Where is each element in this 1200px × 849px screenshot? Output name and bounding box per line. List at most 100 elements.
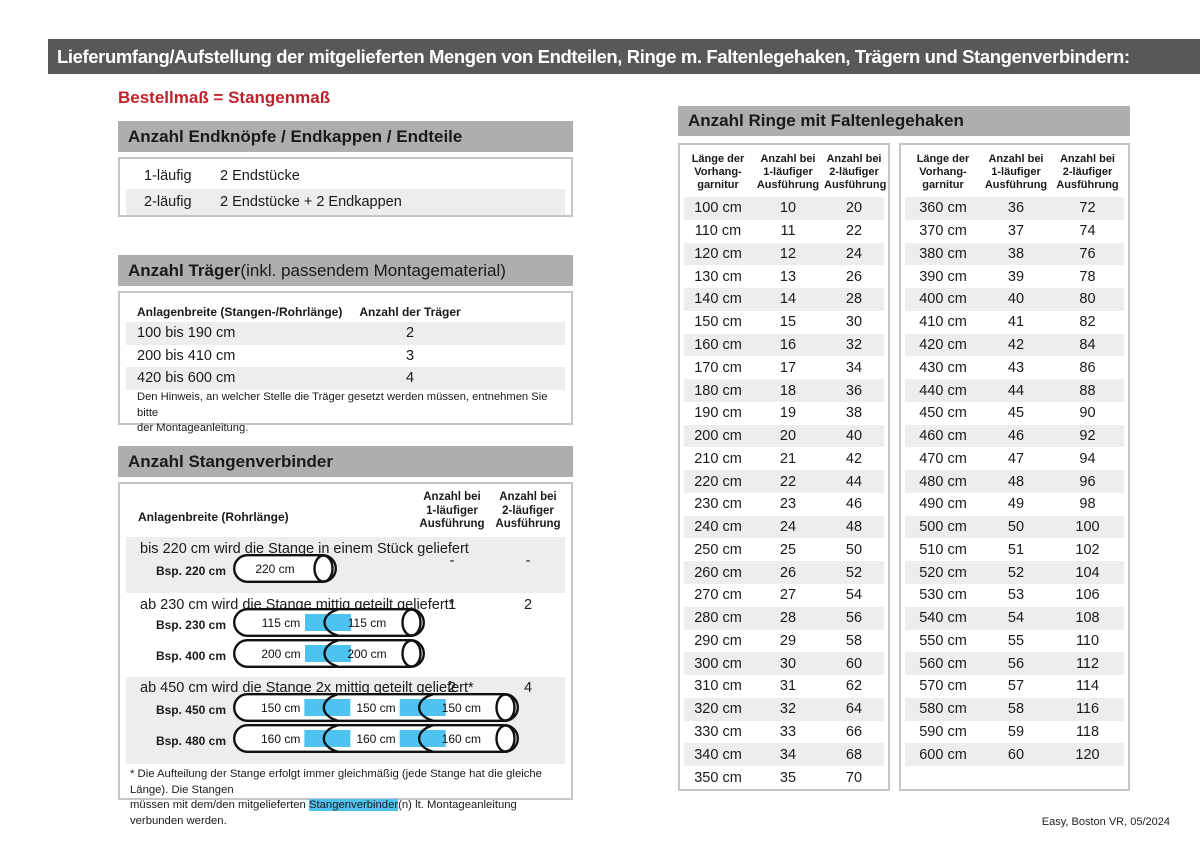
table-row: 510 cm 51 102: [905, 538, 1124, 561]
count-2l: 26: [845, 268, 863, 285]
table-row: 140 cm 14 28: [684, 288, 884, 311]
count-2l: 88: [1079, 382, 1096, 399]
table-row: 420 bis 600 cm 4: [126, 367, 565, 390]
length-value: 340 cm: [694, 746, 742, 763]
table-row: 460 cm 46 92: [905, 424, 1124, 448]
end-cap-icon: [313, 553, 334, 583]
count-2l: 80: [1079, 291, 1096, 308]
count-2l: 120: [1075, 746, 1100, 763]
count-1l: 22: [779, 473, 797, 490]
count-1l: 34: [779, 746, 797, 763]
rod-example-label: Bsp. 220 cm: [155, 563, 226, 578]
count-2l: 52: [845, 564, 863, 581]
table-row: 200 bis 410 cm 3: [126, 345, 565, 368]
table-row: 440 cm 44 88: [905, 379, 1124, 402]
svg-text:200 cm: 200 cm: [347, 647, 386, 661]
table-row: 220 cm 22 44: [684, 470, 884, 493]
rod-diagram-holder: 200 cm 200 cm: [233, 638, 426, 673]
count-1l: 15: [779, 314, 797, 331]
count-2l: 66: [845, 723, 863, 740]
table-row: 430 cm 43 86: [905, 356, 1124, 379]
count-2l: 40: [845, 428, 863, 445]
length-value: 320 cm: [694, 701, 742, 718]
length-value: 570 cm: [919, 678, 967, 695]
length-value: 300 cm: [694, 655, 742, 672]
length-value: 360 cm: [919, 200, 967, 217]
table-row: 520 cm 52 104: [905, 561, 1124, 585]
length-value: 350 cm: [694, 769, 742, 786]
length-value: 550 cm: [919, 632, 967, 649]
length-value: 150 cm: [694, 314, 742, 331]
table-row: 590 cm 59 118: [905, 721, 1124, 744]
verbinder-row-2: ab 230 cm wird die Stange mittig geteilt…: [126, 595, 565, 674]
verbinder-row-1-value-1l: -: [449, 553, 455, 569]
length-value: 170 cm: [694, 359, 742, 376]
page-title: Lieferumfang/Aufstellung der mitgeliefer…: [57, 45, 1130, 67]
section-title-traeger-suffix: (inkl. passendem Montagematerial): [240, 260, 506, 280]
length-value: 460 cm: [919, 428, 967, 445]
count-2l: 34: [845, 359, 863, 376]
length-value: 480 cm: [919, 473, 967, 490]
rod-examples: Bsp. 230 cm 115 cm 115 cm Bsp. 400 cm 200 cm…: [140, 607, 426, 673]
count-1l: 19: [779, 405, 797, 422]
count-2l: 22: [845, 223, 863, 240]
verbinder-row-2-value-2l: 2: [523, 597, 533, 613]
verbinder-row-3-value-1l: 2: [447, 680, 457, 696]
rod-example-label: Bsp. 480 cm: [155, 733, 226, 748]
table-row: 580 cm 58 116: [905, 697, 1124, 721]
ring-table-header: Länge der Vorhang- garnitur Anzahl bei 1-…: [684, 153, 887, 192]
count-1l: 27: [779, 587, 797, 604]
length-value: 190 cm: [694, 405, 742, 422]
svg-text:115 cm: 115 cm: [348, 616, 386, 630]
rod-diagram-holder: 160 cm 160 cm 160 cm: [233, 723, 520, 758]
rod-diagram: 150 cm 150 cm 150 cm: [233, 692, 520, 722]
table-row: 340 cm 34 68: [684, 743, 884, 767]
count-1l: 58: [1007, 701, 1025, 718]
count-1l: 40: [1007, 291, 1025, 308]
traeger-note: Den Hinweis, an welcher Stelle die Träge…: [137, 391, 548, 434]
table-row: 350 cm 35 70: [684, 766, 884, 789]
count-1l: 53: [1007, 587, 1025, 604]
table-row: 330 cm 33 66: [684, 721, 884, 744]
count-1l: 43: [1007, 359, 1025, 376]
end-cap-icon: [495, 723, 516, 753]
end-cap-icon: [401, 607, 422, 637]
table-row: 280 cm 28 56: [684, 606, 884, 630]
length-value: 220 cm: [694, 473, 742, 490]
table-row: 380 cm 38 76: [905, 242, 1124, 266]
count-2l: 112: [1075, 655, 1100, 672]
length-value: 580 cm: [919, 701, 967, 718]
count-2l: 86: [1079, 359, 1096, 376]
footnote-part-1: * Die Aufteilung der Stange erfolgt imme…: [130, 768, 542, 811]
length-value: 120 cm: [694, 245, 742, 262]
count-2l: 30: [845, 314, 863, 331]
count-1l: 59: [1007, 723, 1025, 740]
length-value: 420 cm: [919, 336, 967, 353]
count-1l: 29: [779, 632, 797, 649]
rod-example: Bsp. 230 cm 115 cm 115 cm: [140, 607, 426, 639]
count-2l: 92: [1079, 428, 1096, 445]
table-row: 490 cm 49 98: [905, 493, 1124, 516]
row-value: 3: [405, 347, 415, 364]
count-2l: 46: [845, 496, 863, 513]
count-2l: 96: [1079, 473, 1096, 490]
count-2l: 24: [845, 245, 863, 262]
traeger-table: Anlagenbreite (Stangen-/Rohrlänge) Anzah…: [118, 291, 573, 434]
count-1l: 44: [1007, 382, 1025, 399]
count-1l: 55: [1007, 632, 1025, 649]
length-value: 140 cm: [694, 291, 742, 308]
length-value: 400 cm: [919, 291, 967, 308]
table-row: 540 cm 54 108: [905, 606, 1124, 630]
count-1l: 14: [779, 291, 797, 308]
footnote-part-2: (n) lt. Montageanleitung verbunden werde…: [130, 799, 517, 827]
verbinder-row-3-text: ab 450 cm wird die Stange 2x mittig gete…: [140, 680, 474, 696]
length-value: 330 cm: [694, 723, 742, 740]
count-1l: 38: [1007, 245, 1025, 262]
table-row: 480 cm 48 96: [905, 470, 1124, 493]
count-2l: 56: [845, 610, 863, 627]
table-row: 270 cm 27 54: [684, 584, 884, 607]
row-value: 2 Endstücke + 2 Endkappen: [220, 194, 402, 210]
connector-icon: [304, 729, 351, 747]
row-label: 100 bis 190 cm: [137, 325, 236, 342]
